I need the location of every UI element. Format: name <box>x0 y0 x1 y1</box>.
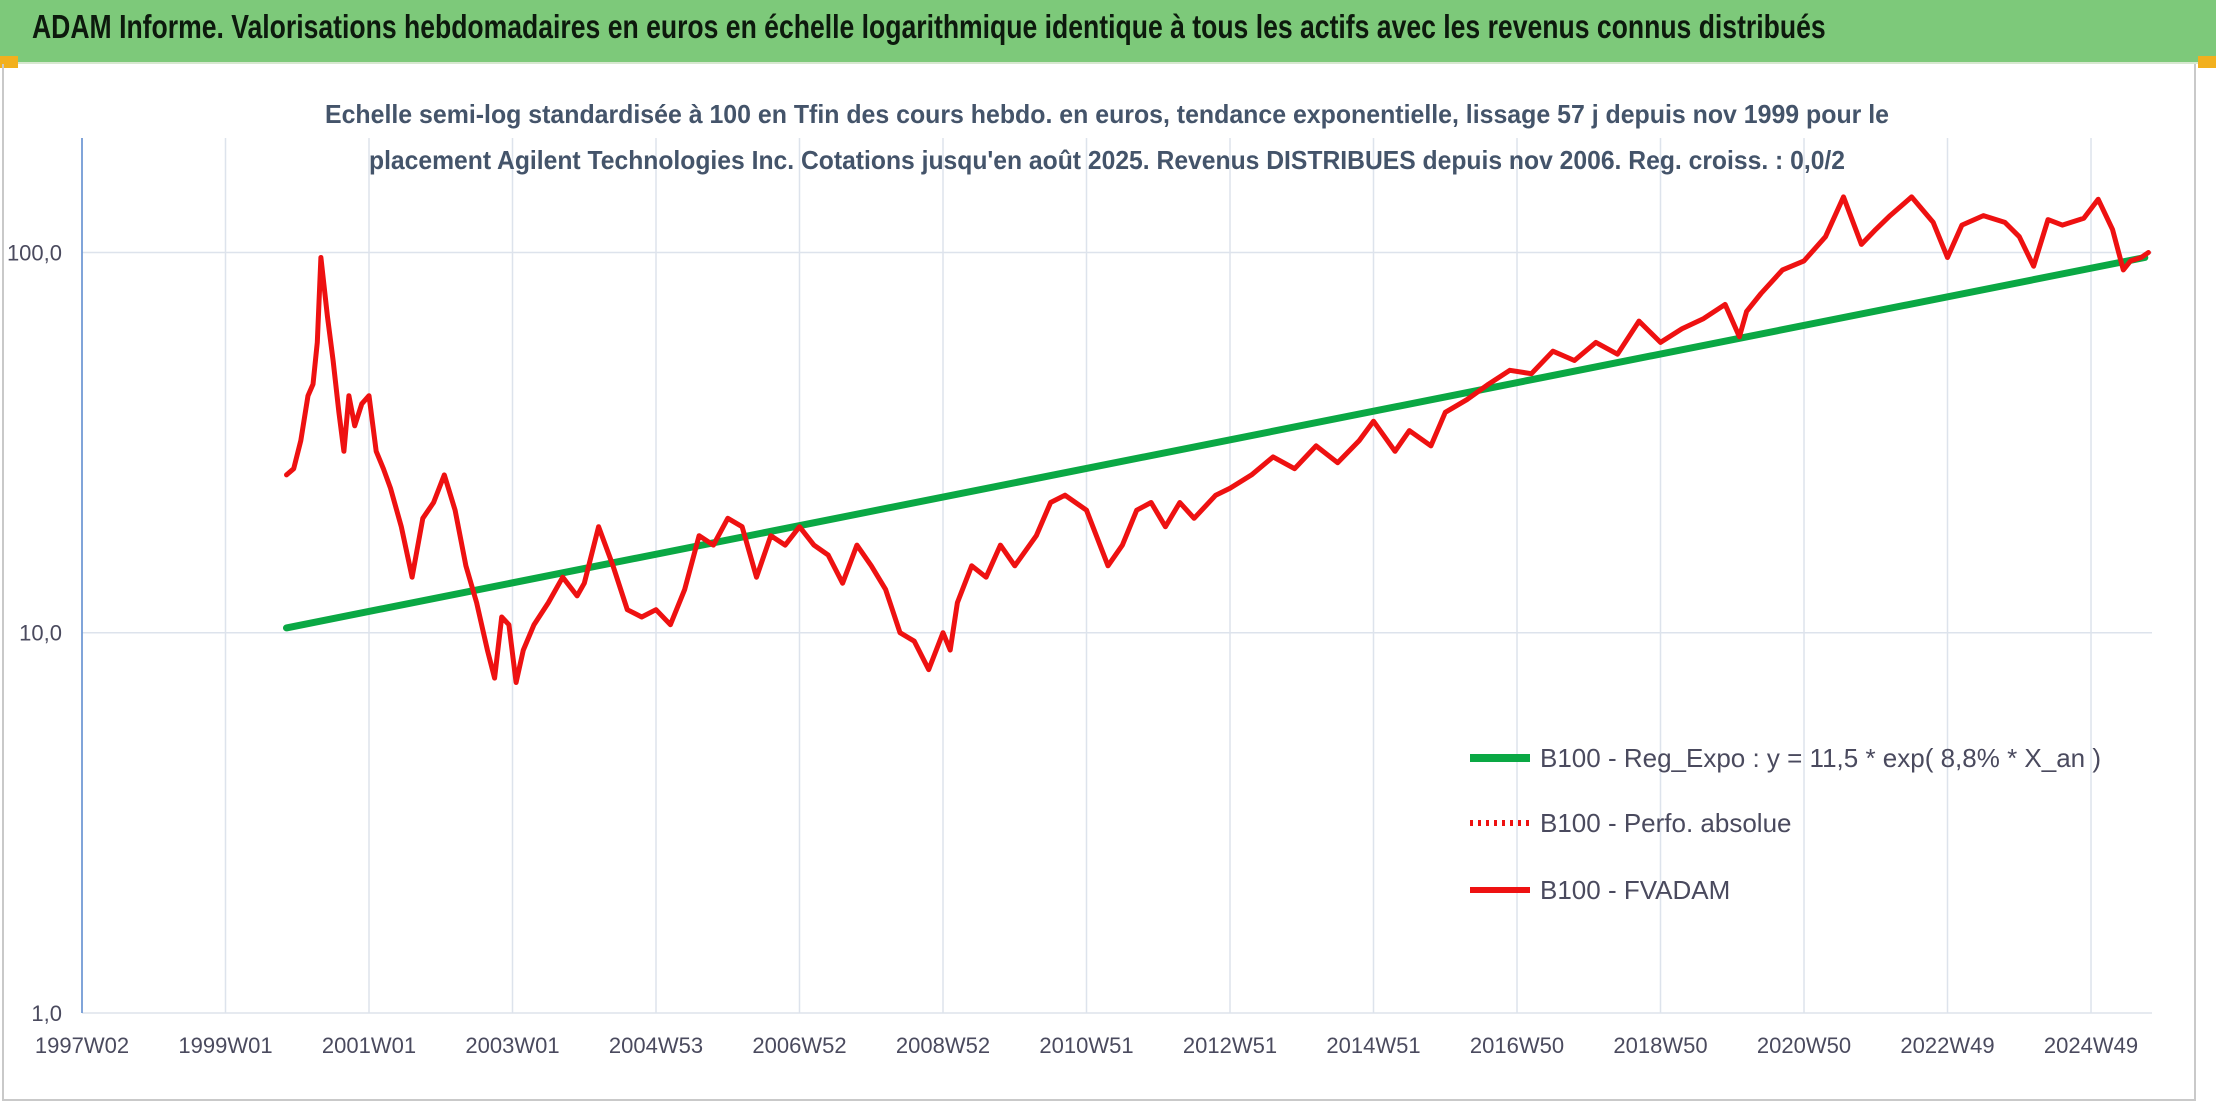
x-tick-label: 1997W02 <box>35 1033 129 1058</box>
x-tick-label: 2024W49 <box>2044 1033 2138 1058</box>
series-layer <box>283 194 2151 685</box>
legend-label: B100 - FVADAM <box>1540 875 1730 905</box>
x-tick-label: 2012W51 <box>1183 1033 1277 1058</box>
x-tick-label: 2010W51 <box>1039 1033 1133 1058</box>
x-tick-label: 2020W50 <box>1757 1033 1851 1058</box>
series-line-fvadam <box>284 194 2151 685</box>
chart-title-line-2: placement Agilent Technologies Inc. Cota… <box>369 145 1845 175</box>
x-tick-label: 2014W51 <box>1326 1033 1420 1058</box>
legend: B100 - Reg_Expo : y = 11,5 * exp( 8,8% *… <box>1470 743 2101 905</box>
y-tick-labels: 1,0 10,0 100,0 <box>7 240 62 1026</box>
x-tick-label: 2003W01 <box>465 1033 559 1058</box>
series-line-trend <box>283 254 2149 632</box>
report-title: ADAM Informe. Valorisations hebdomadaire… <box>32 8 1826 45</box>
legend-label: B100 - Perfo. absolue <box>1540 808 1792 838</box>
y-tick-label: 10,0 <box>19 621 62 646</box>
header-banner: ADAM Informe. Valorisations hebdomadaire… <box>0 0 2216 64</box>
x-tick-label: 2001W01 <box>322 1033 416 1058</box>
y-tick-label: 100,0 <box>7 240 62 265</box>
corner-marker-right <box>2198 56 2216 68</box>
x-tick-label: 2022W49 <box>1900 1033 1994 1058</box>
x-tick-label: 2008W52 <box>896 1033 990 1058</box>
corner-marker-left <box>0 56 18 68</box>
chart-frame <box>2 64 2196 1101</box>
chart-title-line-1: Echelle semi-log standardisée à 100 en T… <box>325 99 1889 129</box>
x-tick-label: 1999W01 <box>178 1033 272 1058</box>
y-tick-label: 1,0 <box>31 1001 62 1026</box>
x-tick-label: 2004W53 <box>609 1033 703 1058</box>
x-tick-label: 2016W50 <box>1470 1033 1564 1058</box>
grid <box>81 138 2152 1014</box>
x-tick-label: 2018W50 <box>1613 1033 1707 1058</box>
legend-label: B100 - Reg_Expo : y = 11,5 * exp( 8,8% *… <box>1540 743 2101 773</box>
x-tick-label: 2006W52 <box>752 1033 846 1058</box>
x-tick-labels: 1997W02 1999W01 2001W01 2003W01 2004W53 2006W… <box>35 1033 2138 1058</box>
